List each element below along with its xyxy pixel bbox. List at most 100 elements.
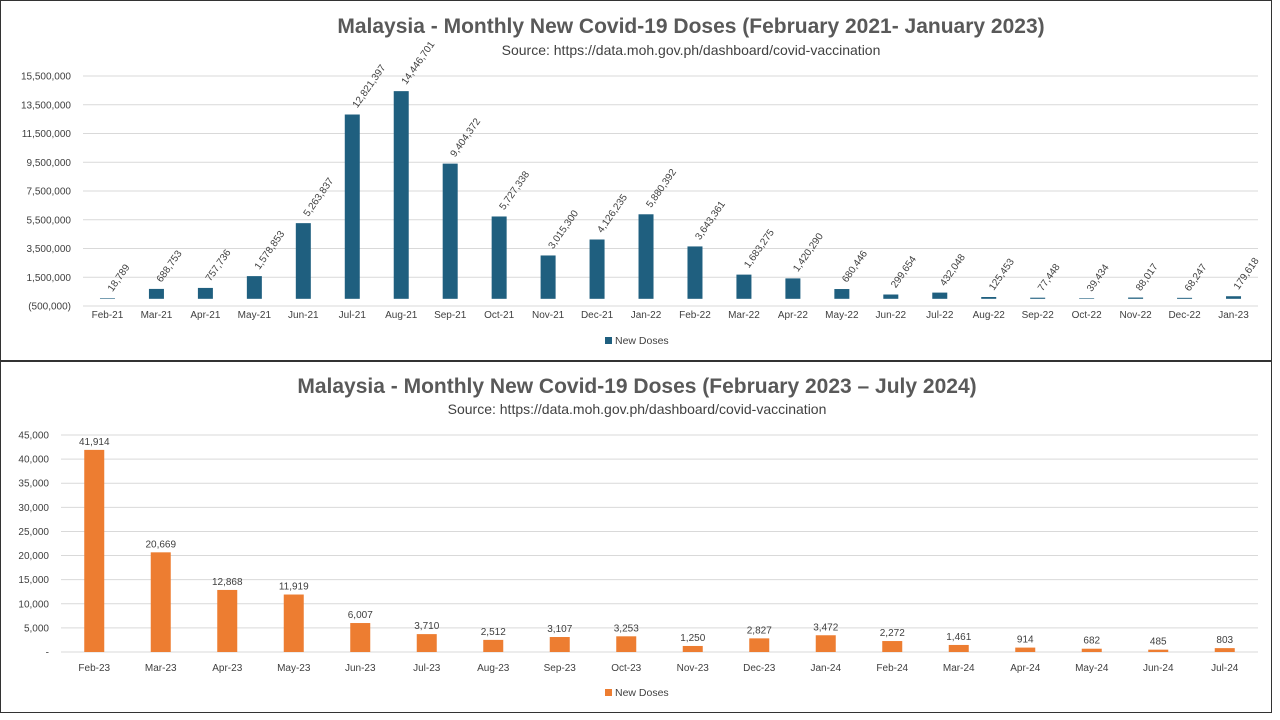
x-tick-label: Apr-21 [190, 310, 220, 321]
bar [197, 287, 213, 299]
y-tick-label: 15,000 [18, 575, 49, 586]
data-label: 39,434 [1085, 262, 1112, 294]
bar [1177, 297, 1193, 299]
bar [682, 645, 703, 652]
chart-title: Malaysia - Monthly New Covid-19 Doses (F… [337, 15, 1044, 38]
chart-subtitle: Source: https://data.moh.gov.ph/dashboar… [448, 401, 827, 417]
x-tick-label: Nov-23 [677, 663, 710, 674]
x-tick-label: Feb-22 [679, 310, 711, 321]
data-label: 757,736 [204, 247, 234, 283]
y-tick-label: 45,000 [18, 431, 49, 442]
data-label: 3,710 [414, 621, 439, 632]
data-label: 3,253 [614, 623, 639, 634]
bar [1214, 648, 1235, 652]
data-label: 299,654 [889, 254, 919, 290]
bar [1079, 298, 1095, 299]
legend-label: New Doses [615, 687, 669, 699]
data-label: 41,914 [79, 437, 110, 448]
bar [687, 246, 703, 299]
data-label: 5,880,392 [644, 167, 679, 210]
y-tick-label: 3,500,000 [27, 244, 72, 255]
x-tick-label: May-21 [238, 310, 272, 321]
x-tick-label: Mar-22 [728, 310, 760, 321]
y-tick-label: 25,000 [18, 527, 49, 538]
x-tick-label: Jun-23 [345, 663, 376, 674]
bar [393, 91, 409, 299]
x-tick-label: Oct-23 [611, 663, 641, 674]
chart-subtitle: Source: https://data.moh.gov.ph/dashboar… [502, 42, 881, 58]
bar [246, 276, 262, 299]
x-tick-label: Jul-22 [926, 310, 954, 321]
y-tick-label: 35,000 [18, 479, 49, 490]
bar [1030, 297, 1046, 299]
data-label: 125,453 [987, 256, 1017, 292]
x-tick-label: Apr-22 [778, 310, 808, 321]
data-label: 12,821,397 [351, 63, 389, 111]
bar [416, 634, 437, 652]
chart-2021-2023: Malaysia - Monthly New Covid-19 Doses (F… [21, 15, 1262, 347]
x-tick-label: Mar-23 [145, 663, 177, 674]
data-label: 9,404,372 [449, 116, 484, 159]
y-tick-label: 7,500,000 [27, 187, 72, 198]
data-label: 682 [1083, 636, 1100, 647]
x-tick-label: May-24 [1075, 663, 1109, 674]
y-tick-label: 5,500,000 [27, 215, 72, 226]
y-tick-label: 30,000 [18, 503, 49, 514]
bar [834, 289, 850, 299]
x-tick-label: Jan-22 [631, 310, 662, 321]
data-label: 5,263,837 [302, 176, 337, 219]
bar [749, 638, 770, 652]
x-tick-label: Jun-22 [876, 310, 907, 321]
data-label: 914 [1017, 635, 1034, 646]
y-tick-label: 5,000 [24, 623, 49, 634]
y-tick-label: 1,500,000 [27, 273, 72, 284]
bar [1148, 649, 1169, 652]
chart-panel-2021-2023: Malaysia - Monthly New Covid-19 Doses (F… [0, 0, 1272, 361]
bar [99, 298, 115, 299]
legend-swatch [605, 337, 612, 344]
bar [84, 449, 105, 652]
y-tick-label: 10,000 [18, 599, 49, 610]
data-label: 688,753 [155, 248, 185, 284]
chart-panel-2023-2024: Malaysia - Monthly New Covid-19 Doses (F… [0, 361, 1272, 713]
data-label: 2,272 [880, 628, 905, 639]
x-tick-label: Sep-22 [1022, 310, 1055, 321]
bar [638, 214, 654, 299]
bar [1015, 647, 1036, 652]
bar [736, 274, 752, 299]
x-tick-label: Dec-22 [1168, 310, 1201, 321]
bar [483, 639, 504, 652]
x-tick-label: Nov-21 [532, 310, 565, 321]
x-tick-label: Jan-23 [1218, 310, 1249, 321]
x-tick-label: Sep-23 [544, 663, 577, 674]
y-tick-label: (500,000) [28, 302, 71, 313]
x-tick-label: Sep-21 [434, 310, 467, 321]
data-label: 1,420,290 [791, 231, 826, 274]
bar [815, 635, 836, 652]
legend-swatch [605, 689, 612, 696]
chart-2023-2024: Malaysia - Monthly New Covid-19 Doses (F… [18, 375, 1258, 699]
bar [785, 278, 801, 299]
bar [549, 637, 570, 652]
data-label: 680,446 [840, 248, 870, 284]
y-tick-label: - [46, 648, 49, 659]
bar [344, 114, 360, 299]
data-label: 1,250 [680, 633, 705, 644]
data-label: 179,618 [1232, 256, 1262, 292]
bar [1226, 296, 1242, 299]
x-tick-label: Apr-24 [1010, 663, 1040, 674]
legend-label: New Doses [615, 335, 669, 347]
data-label: 2,827 [747, 625, 772, 636]
data-label: 20,669 [145, 539, 176, 550]
bar [350, 623, 371, 652]
data-label: 3,107 [547, 624, 572, 635]
x-tick-label: Feb-21 [92, 310, 124, 321]
data-label: 803 [1216, 635, 1233, 646]
data-label: 4,126,235 [596, 192, 631, 235]
bar [981, 297, 997, 299]
x-tick-label: Aug-21 [385, 310, 418, 321]
bar [932, 292, 948, 299]
y-tick-label: 15,500,000 [21, 72, 71, 83]
x-tick-label: Jul-21 [339, 310, 367, 321]
bar [148, 288, 164, 299]
